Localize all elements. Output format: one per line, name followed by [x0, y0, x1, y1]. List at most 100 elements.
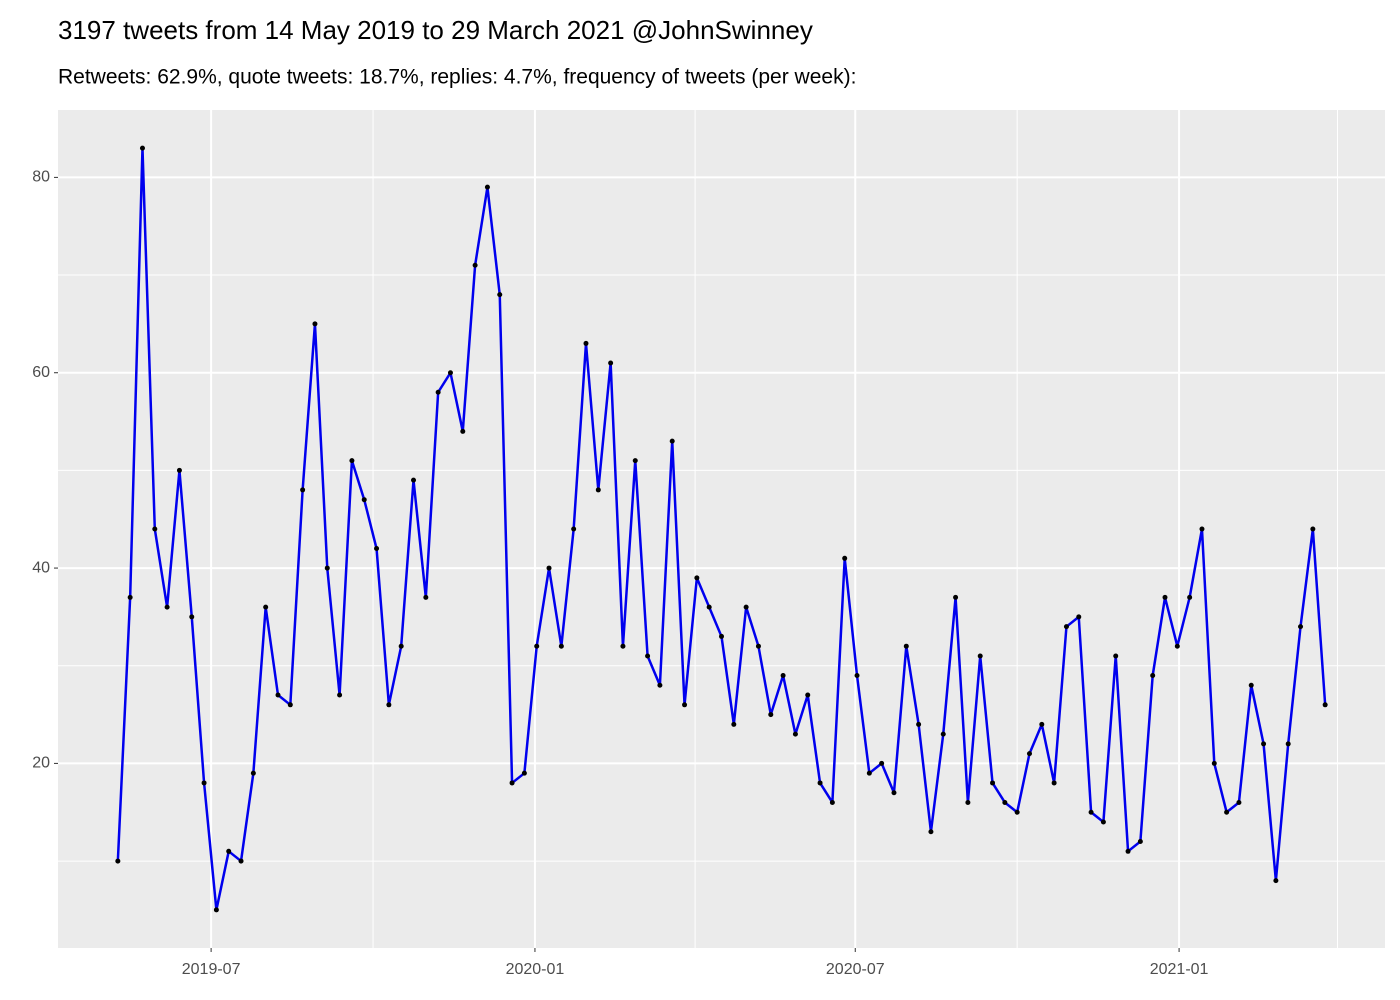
- point: [965, 799, 971, 805]
- point: [743, 604, 749, 610]
- point: [1014, 809, 1020, 815]
- point: [435, 389, 441, 395]
- point: [152, 526, 158, 532]
- point: [694, 575, 700, 581]
- chart-subtitle: Retweets: 62.9%, quote tweets: 18.7%, re…: [58, 66, 856, 89]
- point: [953, 594, 959, 600]
- point: [1162, 594, 1168, 600]
- chart-title: 3197 tweets from 14 May 2019 to 29 March…: [58, 15, 813, 45]
- point: [534, 643, 540, 649]
- point: [250, 770, 256, 776]
- point: [669, 438, 675, 444]
- point: [1039, 721, 1045, 727]
- point: [645, 653, 651, 659]
- point: [866, 770, 872, 776]
- point: [1236, 799, 1242, 805]
- point: [238, 858, 244, 864]
- point: [1211, 760, 1217, 766]
- y-tick-label: 80: [32, 169, 50, 186]
- point: [164, 604, 170, 610]
- point: [386, 702, 392, 708]
- point: [1273, 878, 1279, 884]
- point: [546, 565, 552, 571]
- x-tick-label: 2020-01: [506, 961, 565, 978]
- point: [1137, 839, 1143, 845]
- point: [1100, 819, 1106, 825]
- point: [1150, 673, 1156, 679]
- point: [509, 780, 515, 786]
- point: [411, 477, 417, 483]
- point: [337, 692, 343, 698]
- point: [682, 702, 688, 708]
- point: [201, 780, 207, 786]
- point: [842, 555, 848, 561]
- point: [1199, 526, 1205, 532]
- point: [1285, 741, 1291, 747]
- point: [115, 858, 121, 864]
- point: [460, 428, 466, 434]
- point: [1224, 809, 1230, 815]
- point: [620, 643, 626, 649]
- point: [706, 604, 712, 610]
- point: [608, 360, 614, 366]
- point: [903, 643, 909, 649]
- point: [189, 614, 195, 620]
- point: [275, 692, 281, 698]
- point: [1322, 702, 1328, 708]
- point: [324, 565, 330, 571]
- point: [1088, 809, 1094, 815]
- point: [1261, 741, 1267, 747]
- point: [349, 458, 355, 464]
- point: [361, 497, 367, 503]
- point: [1026, 751, 1032, 757]
- point: [176, 467, 182, 473]
- point: [854, 673, 860, 679]
- point: [928, 829, 934, 835]
- point: [805, 692, 811, 698]
- point: [263, 604, 269, 610]
- point: [472, 262, 478, 268]
- point: [916, 721, 922, 727]
- point: [1125, 848, 1131, 854]
- point: [213, 907, 219, 913]
- point: [1002, 799, 1008, 805]
- point: [398, 643, 404, 649]
- point: [1051, 780, 1057, 786]
- point: [780, 673, 786, 679]
- point: [1298, 624, 1304, 630]
- point: [657, 682, 663, 688]
- point: [719, 633, 724, 639]
- point: [312, 321, 318, 327]
- panel: [58, 110, 1385, 948]
- point: [1310, 526, 1316, 532]
- point: [595, 487, 601, 493]
- point: [558, 643, 564, 649]
- point: [817, 780, 823, 786]
- y-tick-label: 40: [32, 559, 50, 576]
- point: [287, 702, 293, 708]
- point: [1248, 682, 1254, 688]
- point: [374, 546, 380, 552]
- x-tick-label: 2021-01: [1150, 961, 1209, 978]
- point: [226, 848, 232, 854]
- point: [792, 731, 798, 737]
- point: [127, 594, 133, 600]
- point: [1174, 643, 1180, 649]
- point: [731, 721, 737, 727]
- point: [1187, 594, 1193, 600]
- point: [879, 760, 885, 766]
- point: [497, 292, 503, 298]
- point: [1113, 653, 1119, 659]
- point: [940, 731, 946, 737]
- point: [521, 770, 527, 776]
- point: [1063, 624, 1069, 630]
- y-tick-label: 20: [32, 755, 50, 772]
- point: [583, 340, 589, 346]
- point: [447, 370, 453, 376]
- point: [990, 780, 996, 786]
- point: [1076, 614, 1082, 620]
- point: [891, 790, 897, 796]
- point: [139, 145, 145, 151]
- point: [829, 799, 835, 805]
